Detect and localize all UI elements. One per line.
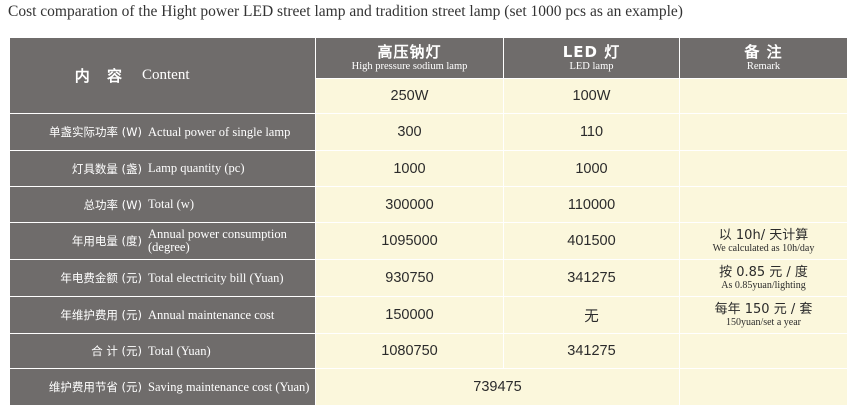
remark-cell: 按 0.85 元 / 度 As 0.85yuan/lighting: [679, 259, 848, 297]
remark-cell: [679, 368, 848, 406]
saving-label-cn: 维护费用节省 (元): [48, 380, 142, 395]
hps-value: 1000: [315, 150, 504, 187]
row-label-en: Total (Yuan): [148, 343, 211, 358]
hps-value: 1095000: [315, 222, 504, 260]
hps-value: 300000: [315, 186, 504, 223]
led-value: 401500: [503, 222, 680, 260]
hps-column-header: 高压钠灯 High pressure sodium lamp: [315, 37, 504, 79]
saving-value: 739475: [315, 368, 680, 406]
hps-value: 1080750: [315, 333, 504, 369]
table-row: 年维护费用 (元) Annual maintenance cost 150000 …: [9, 296, 848, 334]
row-label-cn: 总功率 (W): [83, 197, 143, 212]
remark-cell: [679, 150, 848, 187]
row-label-en: Lamp quantity (pc): [148, 161, 245, 176]
table-row: 灯具数量 (盏) Lamp quantity (pc) 1000 1000: [9, 150, 848, 187]
remark-header-en: Remark: [746, 60, 781, 72]
led-value: 1000: [503, 150, 680, 187]
led-column-header: LED 灯 LED lamp: [503, 37, 680, 79]
led-value: 110000: [503, 186, 680, 223]
row-label: 年维护费用 (元) Annual maintenance cost: [9, 296, 316, 334]
remark-cn: 按 0.85 元 / 度: [719, 265, 808, 280]
remark-cn: 每年 150 元 / 套: [714, 302, 813, 317]
remark-cell: [679, 333, 848, 369]
row-label: 总功率 (W) Total (w): [9, 186, 316, 223]
row-label-cn: 年电费金额 (元): [60, 271, 142, 286]
remark-cell: [679, 113, 848, 151]
row-label: 合 计 (元) Total (Yuan): [9, 333, 316, 369]
remark-cell: 以 10h/ 天计算 We calculated as 10h/day: [679, 222, 848, 260]
row-label-en: Annual maintenance cost: [148, 307, 275, 322]
row-label-cn: 灯具数量 (盏): [71, 161, 142, 176]
row-label-cn: 年维护费用 (元): [60, 308, 142, 323]
remark-cell: [679, 186, 848, 223]
hps-value: 150000: [315, 296, 504, 334]
content-header-cn: 内 容: [74, 67, 128, 85]
row-label-en: Actual power of single lamp: [148, 124, 291, 139]
hps-value: 930750: [315, 259, 504, 297]
row-label-en: Annual power consumption (degree): [148, 227, 287, 254]
led-value: 341275: [503, 333, 680, 369]
table-row: 单盏实际功率 (W) Actual power of single lamp 30…: [9, 113, 848, 151]
row-label: 年用电量 (度) Annual power consumption (degree…: [9, 222, 316, 260]
table-row: 年电费金额 (元) Total electricity bill (Yuan) 9…: [9, 259, 848, 297]
content-header-cell: 内 容 Content: [9, 37, 316, 114]
row-label: 灯具数量 (盏) Lamp quantity (pc): [9, 150, 316, 187]
row-label-en: Total (w): [148, 197, 194, 212]
hps-header-cn: 高压钠灯: [377, 42, 442, 61]
remark-header-cn: 备 注: [744, 42, 783, 61]
remark-en: We calculated as 10h/day: [712, 243, 815, 254]
saving-label-en: Saving maintenance cost (Yuan): [148, 379, 310, 394]
led-wattage: 100W: [503, 78, 680, 114]
row-label-cn: 单盏实际功率 (W): [49, 125, 142, 140]
hps-header-en: High pressure sodium lamp: [351, 60, 468, 72]
table-row: 总功率 (W) Total (w) 300000 110000: [9, 186, 848, 223]
remark-en: As 0.85yuan/lighting: [721, 280, 806, 291]
led-value: 无: [503, 296, 680, 334]
led-header-en: LED lamp: [569, 60, 614, 72]
hps-wattage: 250W: [315, 78, 504, 114]
table-row: 年用电量 (度) Annual power consumption (degree…: [9, 222, 848, 260]
led-value: 110: [503, 113, 680, 151]
row-label-cn: 年用电量 (度): [71, 234, 142, 248]
comparison-table: 内 容 Content 高压钠灯 High pressure sodium lam…: [9, 37, 848, 406]
remark-cell: 每年 150 元 / 套 150yuan/set a year: [679, 296, 848, 334]
page-title: Cost comparation of the Hight power LED …: [8, 3, 683, 20]
table-row: 合 计 (元) Total (Yuan) 1080750 341275: [9, 333, 848, 369]
saving-row: 维护费用节省 (元) Saving maintenance cost (Yuan)…: [9, 368, 848, 406]
content-header-en: Content: [142, 67, 190, 83]
row-label-en: Total electricity bill (Yuan): [148, 270, 284, 285]
remark-column-header: 备 注 Remark: [679, 37, 848, 79]
led-header-cn: LED 灯: [562, 42, 621, 61]
saving-label: 维护费用节省 (元) Saving maintenance cost (Yuan): [9, 368, 316, 406]
remark-en: 150yuan/set a year: [726, 317, 801, 328]
row-label: 年电费金额 (元) Total electricity bill (Yuan): [9, 259, 316, 297]
remark-cn: 以 10h/ 天计算: [718, 228, 809, 243]
row-label: 单盏实际功率 (W) Actual power of single lamp: [9, 113, 316, 151]
row-label-cn: 合 计 (元): [91, 344, 142, 359]
led-value: 341275: [503, 259, 680, 297]
remark-cell: [679, 78, 848, 114]
hps-value: 300: [315, 113, 504, 151]
